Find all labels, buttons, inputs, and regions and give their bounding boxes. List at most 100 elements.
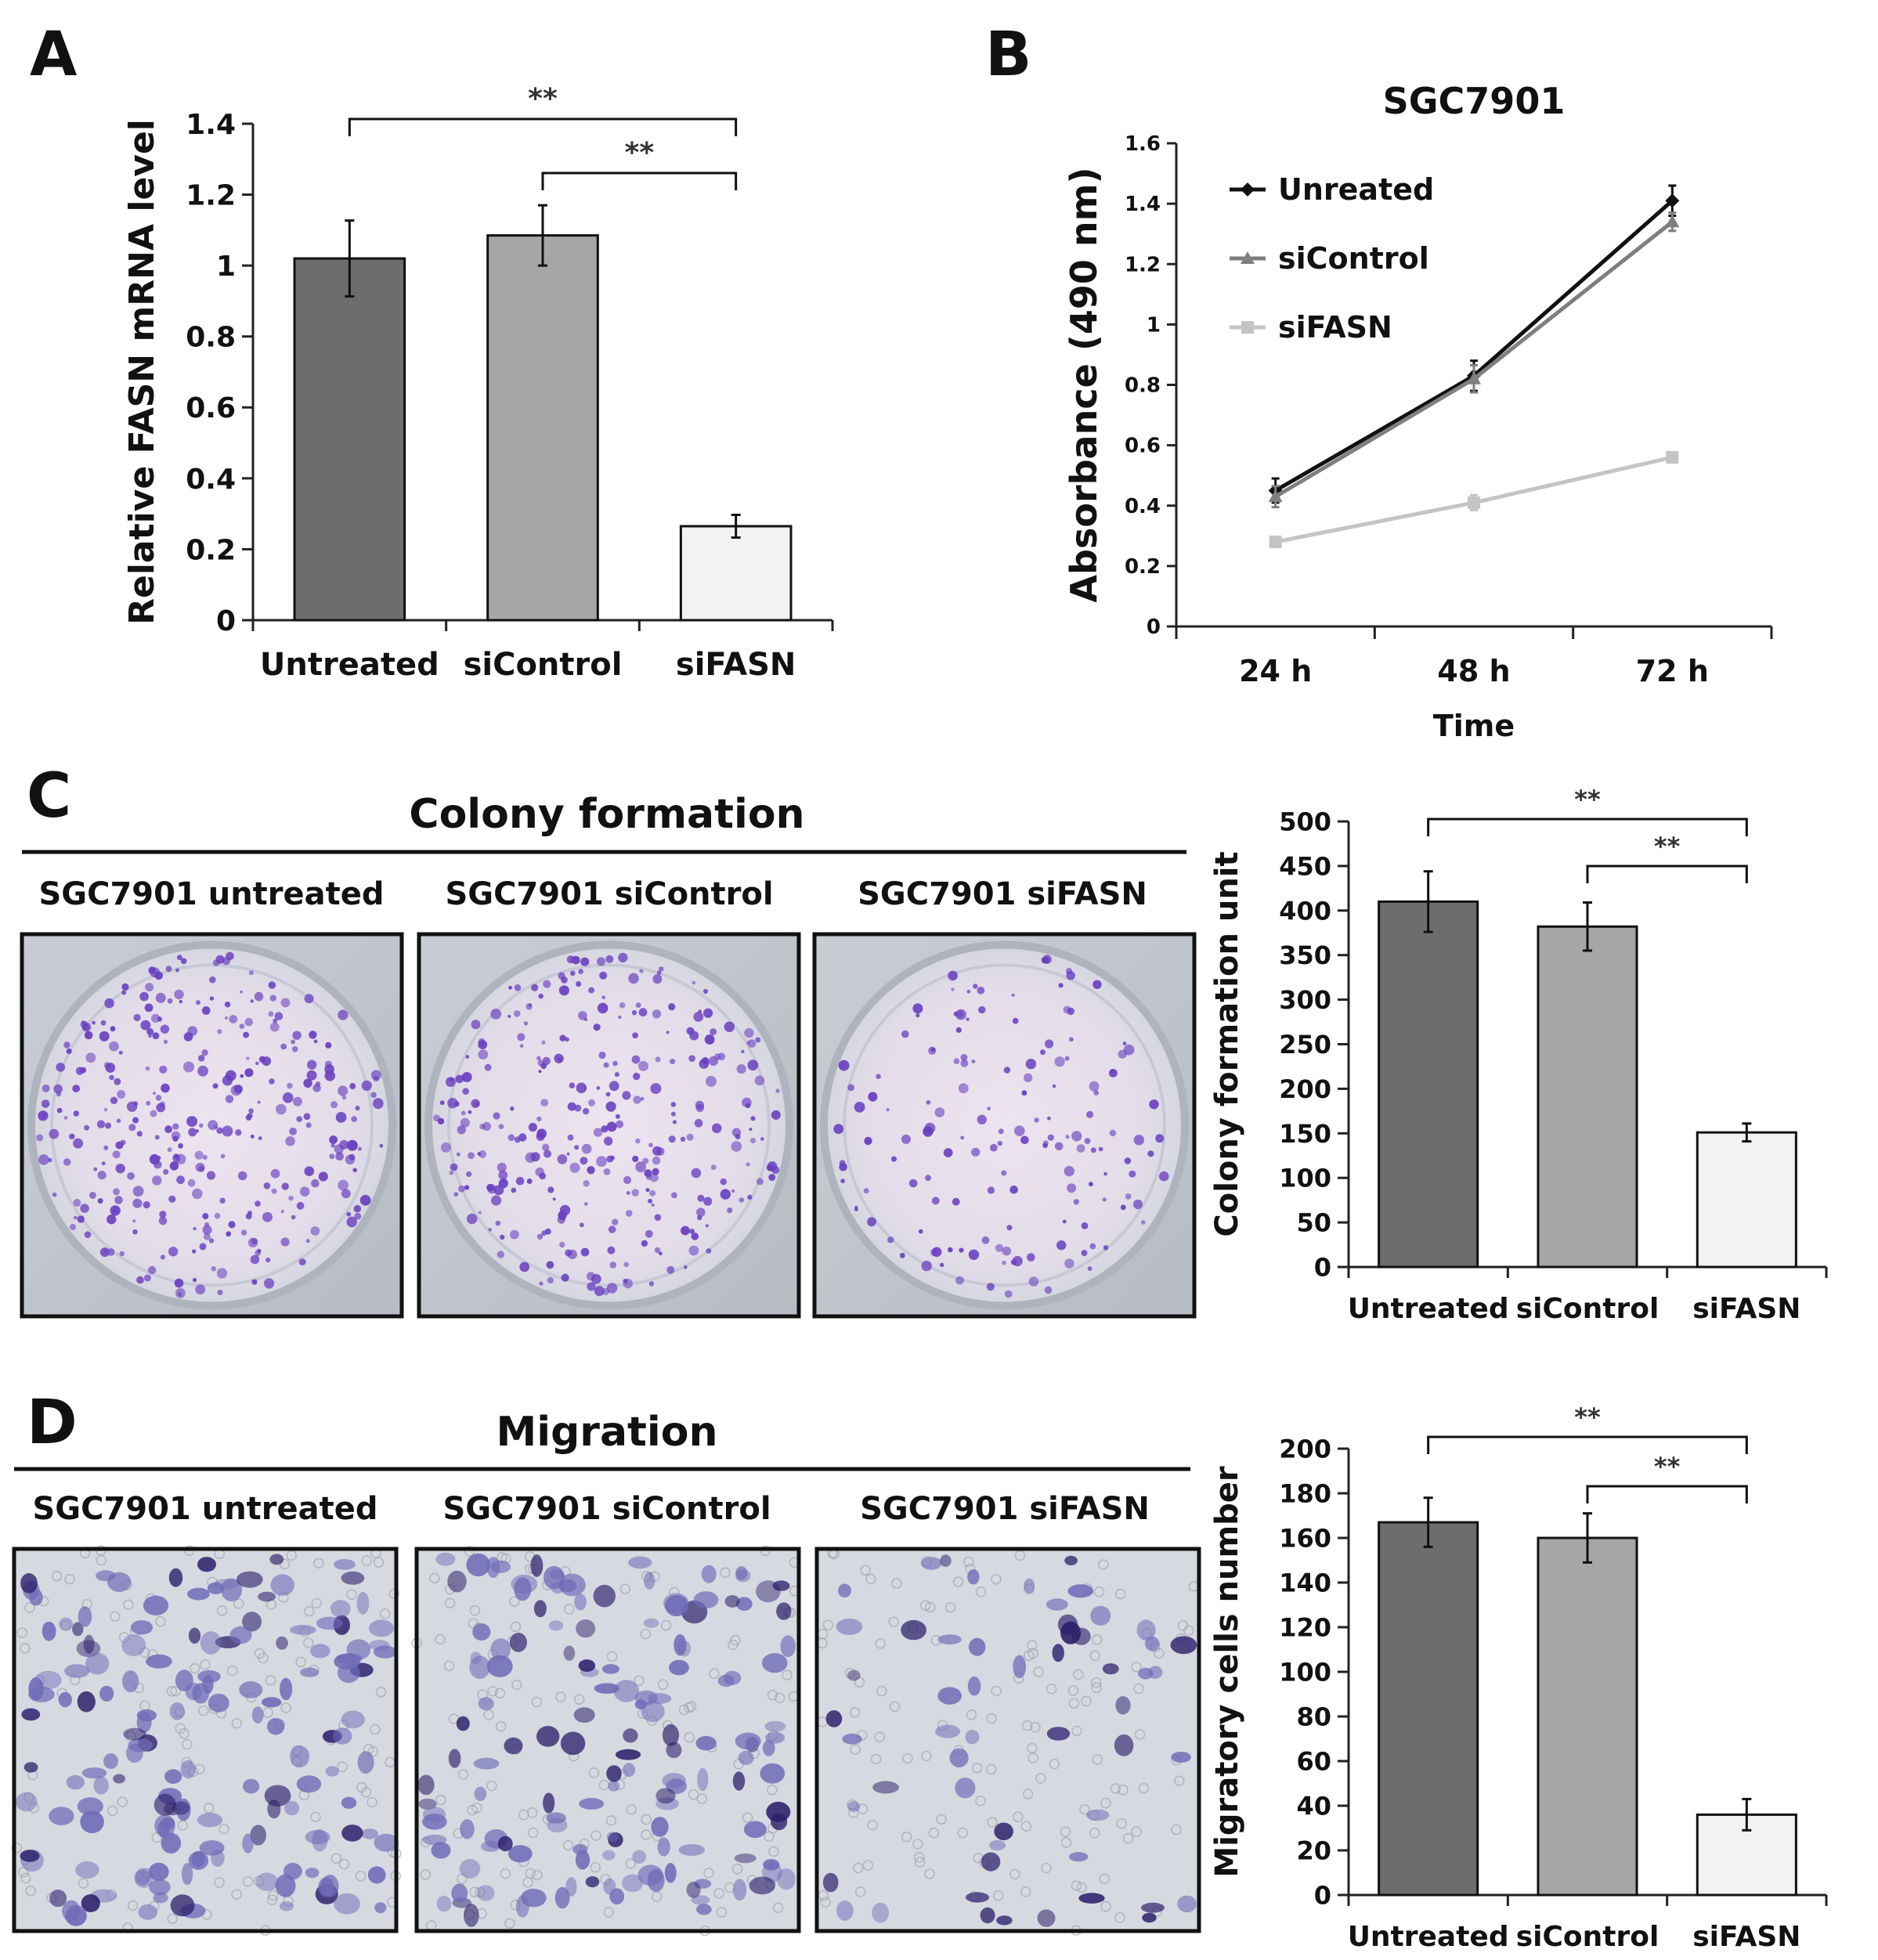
migration-image-untreated-cell [20,1573,38,1594]
chart-a-category-label-untreated: Untreated [260,647,439,683]
colony-image-untreated-colony [175,968,179,973]
colony-image-untreated-colony [226,951,234,961]
colony-image-sicontrol-colony [558,985,569,996]
colony-image-untreated-colony [330,1143,335,1148]
migration-image-untreated-pore [167,1913,178,1924]
migration-image-sicontrol-pore [525,1868,536,1879]
migration-image-untreated-cell [334,1653,360,1670]
colony-image-untreated-colony [273,1018,278,1023]
migration-image-sifasn-pore [1020,1821,1032,1832]
colony-image-sicontrol-colony [760,1137,764,1141]
colony-image-sicontrol-colony [638,1060,648,1071]
migration-image-untreated-pore [311,1597,323,1609]
colony-image-sicontrol-colony [440,1142,451,1153]
migration-image-untreated-cell [211,1850,225,1867]
colony-image-sicontrol-colony [645,1188,650,1193]
migration-image-untreated-cell [207,1582,224,1594]
migration-image-untreated-cell [81,1894,100,1912]
migration-image-untreated-pore [337,1761,348,1772]
migration-image-untreated-pore [346,1589,357,1600]
colony-image-sicontrol-colony [460,1117,471,1128]
colony-image-sicontrol-colony [642,1157,649,1164]
chart-b-legend-label-sicontrol: siControl [1278,241,1429,276]
colony-image-sicontrol-colony [515,1176,525,1186]
migration-image-sifasn-pore [1071,1880,1082,1891]
migration-image-sicontrol-cell [509,1633,528,1652]
colony-image-sicontrol-colony [580,1157,588,1165]
colony-image-untreated-colony [121,990,127,995]
migration-image-untreated-cell [149,1879,171,1896]
colony-image-sicontrol-colony [689,1031,699,1041]
chart-a-bar-untreated [293,257,406,622]
colony-image-sicontrol-colony [686,1133,694,1141]
colony-image-untreated-colony [132,1198,143,1208]
colony-image-untreated-colony [251,1237,258,1245]
colony-image-sicontrol-colony [457,1125,466,1135]
colony-image-untreated-colony [230,1085,242,1096]
colony-image-sifasn-colony [1027,1253,1035,1262]
colony-image-untreated-colony [154,971,163,980]
migration-image-sifasn-pore [1068,1698,1080,1709]
colony-image-sicontrol-colony [544,1228,551,1235]
colony-image-untreated-colony [192,1188,203,1200]
colony-image-untreated-colony [197,1065,208,1077]
colony-image-untreated-colony [132,1219,136,1223]
colony-image-sicontrol-colony [561,1273,569,1282]
colony-image-sicontrol-colony [450,1163,458,1171]
colony-image-untreated-colony [280,1043,287,1050]
colony-image-untreated-colony [222,1125,233,1137]
migration-image-sicontrol-cell [469,1655,491,1679]
migration-image-sifasn-pore [1020,1886,1031,1897]
migration-image-untreated-cell [267,1799,281,1819]
colony-image-sicontrol-colony [543,1150,552,1158]
chart-c-significance-bracket [1586,864,1748,883]
colony-image-sicontrol-colony [523,1021,529,1026]
chart-d-bar-untreated [1378,1521,1479,1897]
colony-image-sifasn-colony [1003,1067,1011,1074]
colony-image-sicontrol-colony [671,1192,677,1199]
colony-image-untreated-colony [97,1171,107,1180]
colony-image-sicontrol-colony [672,1120,677,1124]
migration-image-sicontrol-pore [782,1669,793,1680]
migration-image-sicontrol-pore [487,1685,499,1697]
migration-image-untreated-cell [269,1554,284,1565]
migration-image-sifasn-pore [888,1616,900,1627]
chart-b-point-sifasn [1468,496,1480,509]
chart-c-significance-label: ** [1574,785,1601,814]
colony-image-untreated-colony [136,1131,143,1137]
colony-image-untreated-colony [329,1153,335,1160]
colony-image-sifasn-dish-rim [843,963,1166,1287]
colony-image-sifasn-colony [977,987,985,994]
chart-b-y-tick-label: 1.4 [1125,193,1161,216]
colony-image-untreated-colony [161,1083,170,1093]
colony-image-untreated-colony [339,1139,349,1150]
migration-image-sicontrol-cell [686,1882,701,1898]
migration-image-sifasn-frame [814,1547,1201,1933]
migration-image-untreated-pore [11,1842,23,1854]
colony-image-sicontrol-colony [775,1088,780,1093]
migration-image-untreated-cell [59,1617,74,1631]
colony-image-untreated-colony [312,1084,321,1092]
colony-image-sicontrol-colony [462,1088,469,1095]
colony-image-untreated-colony [351,1116,358,1122]
chart-b-y-axis-title: Absorbance (490 nm) [1063,167,1105,602]
colony-image-sicontrol-colony [582,1108,590,1115]
colony-image-untreated-colony [282,1092,294,1103]
colony-image-untreated-colony [224,1002,231,1008]
colony-image-sifasn-colony [916,1013,920,1018]
migration-image-sicontrol-pore [730,1634,741,1646]
migration-image-sifasn-pore [870,1753,882,1765]
chart-d-y-tick-label: 60 [1296,1747,1331,1777]
colony-image-sicontrol-colony [587,1166,595,1175]
chart-b-absorbance-line: SGC7901 0 0.2 0.4 0.6 0.8 1 1.2 1.4 1.6 24 h 48 h 72… [1063,80,1773,743]
colony-image-sifasn-colony [1081,1222,1089,1229]
migration-image-untreated-cell [368,1619,395,1637]
migration-image-sifasn-pore [1089,1828,1100,1839]
colony-image-sicontrol-colony [578,1011,587,1020]
migration-image-sifasn-pore [957,1827,969,1839]
migration-image-sifasn-cell [1046,1598,1068,1611]
migration-image-sifasn-cell [825,1710,843,1727]
colony-image-sifasn-colony [1004,1290,1013,1298]
colony-image-untreated-colony [107,1248,115,1256]
